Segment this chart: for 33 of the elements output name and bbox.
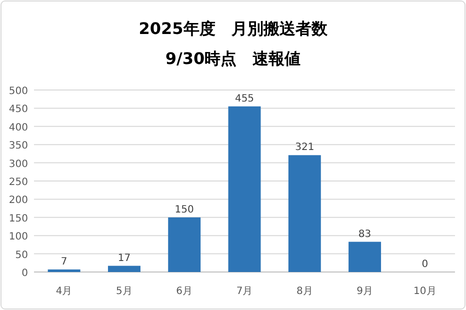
data-label: 83 xyxy=(358,228,372,240)
bar xyxy=(348,242,382,272)
x-tick-label: 7月 xyxy=(236,286,253,297)
y-tick-label: 0 xyxy=(22,268,28,279)
data-label: 0 xyxy=(422,259,428,270)
y-tick-label: 200 xyxy=(8,195,28,206)
y-tick-label: 400 xyxy=(8,122,28,134)
y-tick-label: 500 xyxy=(8,86,28,97)
y-tick-label: 150 xyxy=(8,213,28,224)
bar xyxy=(108,266,140,272)
data-label: 455 xyxy=(234,93,254,104)
x-tick-label: 4月 xyxy=(56,286,72,297)
y-tick-label: 50 xyxy=(15,250,28,261)
bar xyxy=(168,217,201,272)
bar xyxy=(288,155,321,272)
data-label: 150 xyxy=(174,204,194,216)
data-label: 321 xyxy=(295,142,314,154)
x-tick-label: 5月 xyxy=(116,286,132,297)
y-tick-label: 450 xyxy=(8,104,28,116)
y-tick-label: 300 xyxy=(8,158,28,170)
bar xyxy=(228,106,261,272)
data-label: 17 xyxy=(118,252,131,264)
chart-subtitle: 9/30時点 速報値 xyxy=(165,49,301,68)
y-tick-label: 250 xyxy=(8,177,28,188)
x-tick-label: 9月 xyxy=(356,286,373,297)
y-tick-label: 350 xyxy=(8,140,28,152)
x-tick-label: 10月 xyxy=(414,286,436,297)
x-tick-label: 6月 xyxy=(176,286,193,297)
y-tick-label: 100 xyxy=(8,232,28,243)
chart-title: 2025年度 月別搬送者数 xyxy=(138,19,328,38)
x-tick-label: 8月 xyxy=(296,286,313,297)
data-label: 7 xyxy=(60,256,68,268)
bar xyxy=(48,269,80,272)
